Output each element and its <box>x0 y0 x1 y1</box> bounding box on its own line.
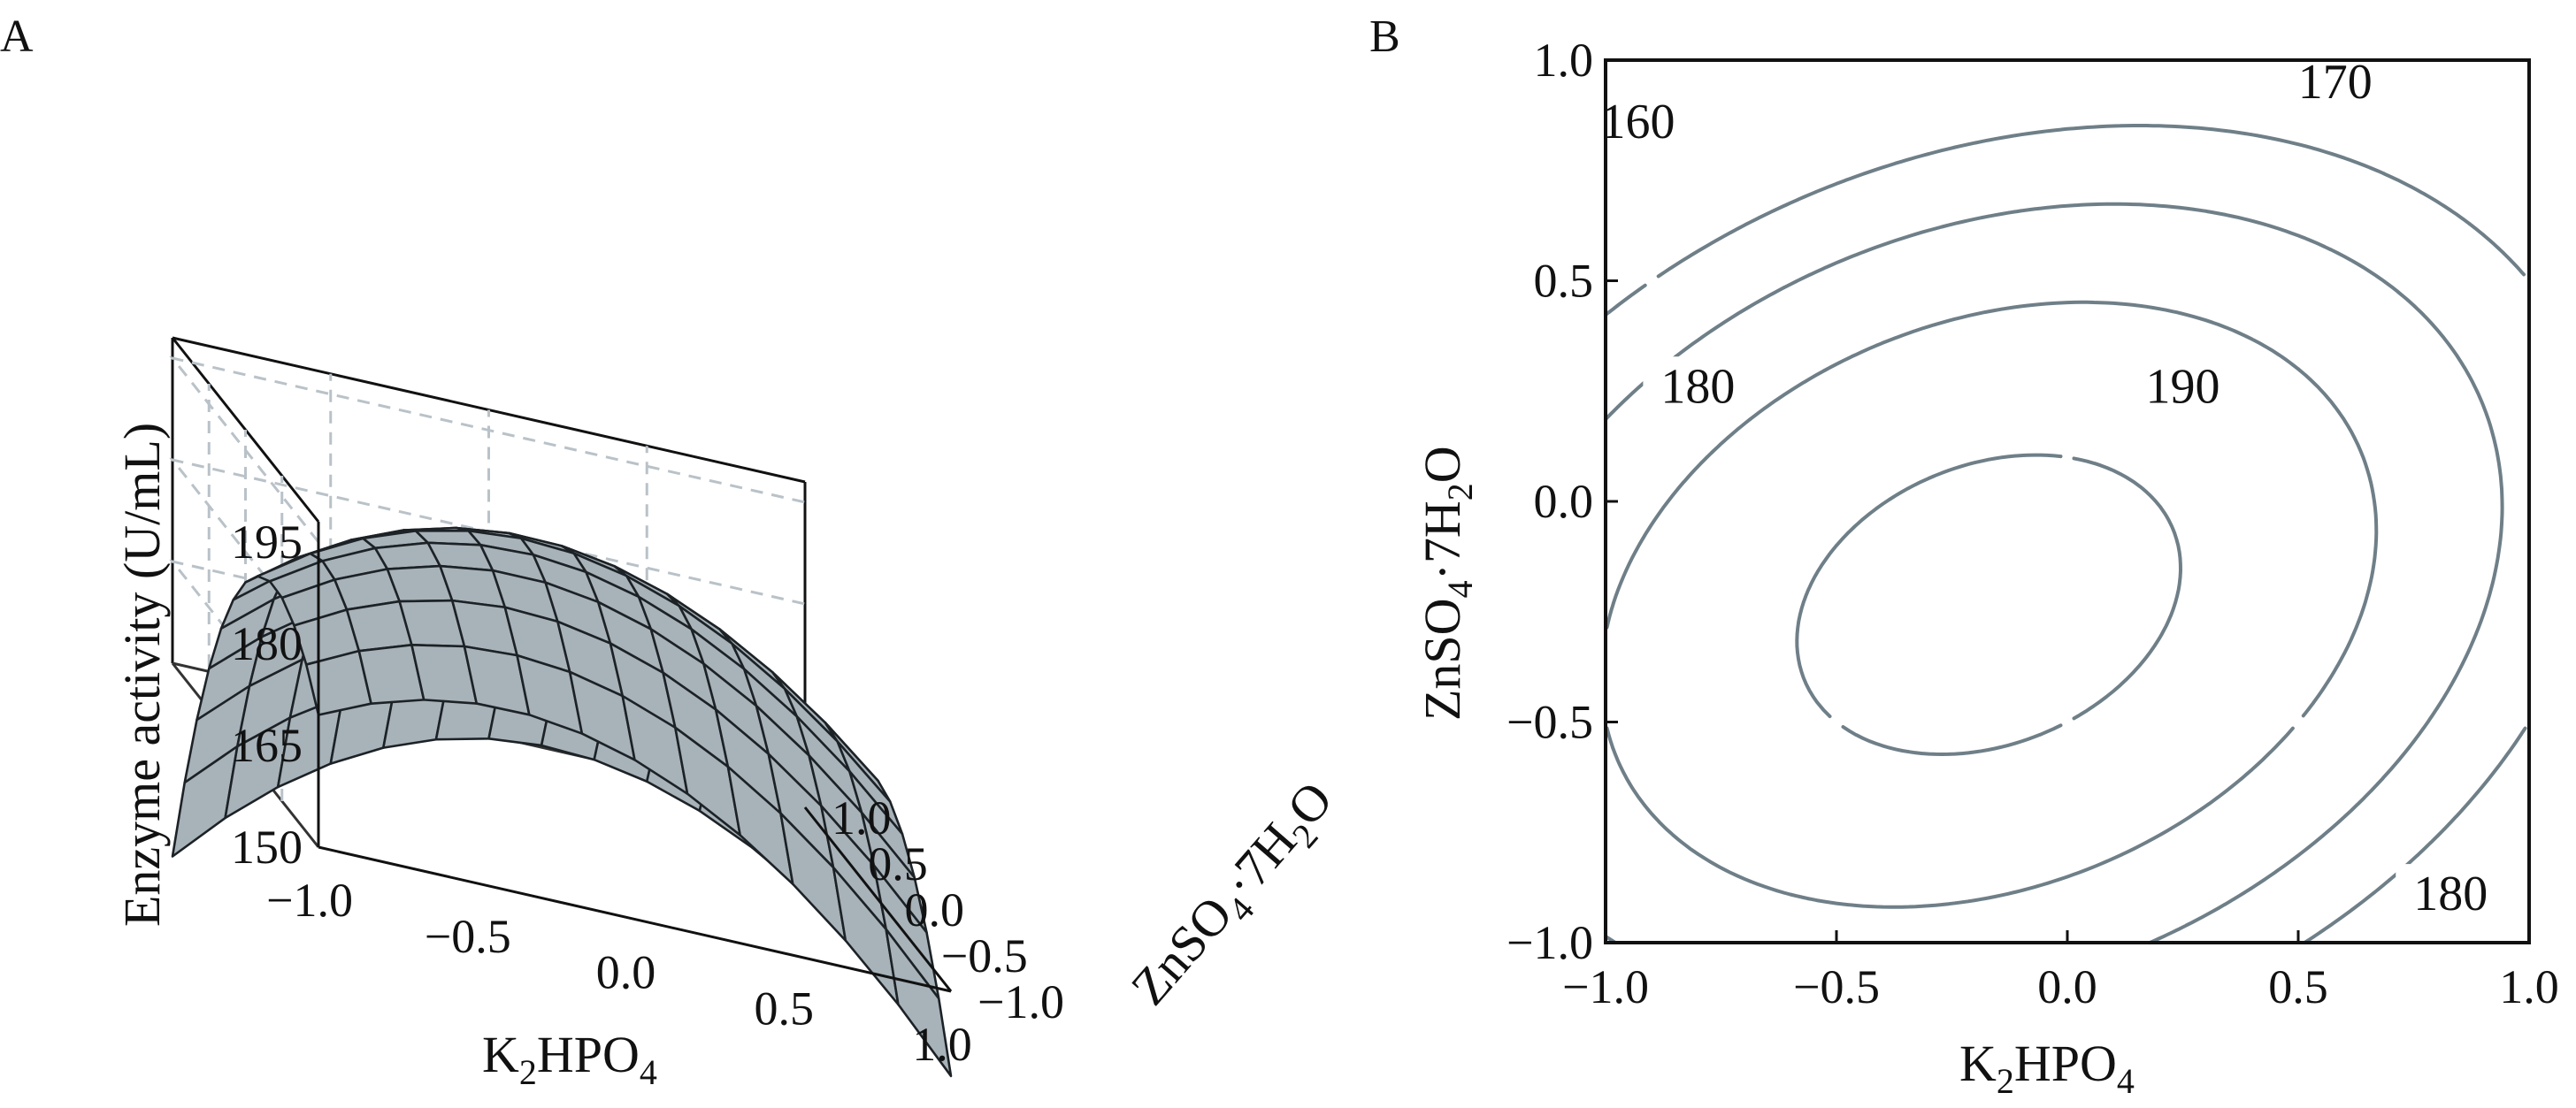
contour-label-bg <box>1583 91 1693 149</box>
contour-label-bg <box>2396 864 2506 921</box>
x-axis-label-a: K2HPO4 <box>482 1026 657 1092</box>
contour-line-160 <box>1604 124 2527 944</box>
contour-line-190 <box>1795 453 2182 756</box>
contour-label: 170 <box>2298 55 2373 110</box>
y-tick-label: −1.0 <box>978 975 1064 1028</box>
wall-gridline <box>169 457 806 645</box>
y-tick-label: −1.0 <box>1506 916 1593 969</box>
contour-label: 180 <box>2413 867 2488 921</box>
contour-label: 180 <box>1660 359 1735 414</box>
y-tick-label: 0.0 <box>1534 475 1594 528</box>
z-tick-label: 165 <box>231 719 303 772</box>
x-tick-label: −1.0 <box>266 874 353 927</box>
contour-plot-frame <box>1604 58 2531 944</box>
contour-label-bg <box>1643 356 1753 414</box>
y-tick-label: 1.0 <box>1534 34 1594 87</box>
y-axis-label-b: ZnSO4·7H2O <box>1414 446 1480 721</box>
panel-a-surface-plot: A 195180165150−1.0−0.50.00.51.0−1.0−0.50… <box>0 11 1350 1092</box>
y-tick-label: 0.5 <box>868 837 928 890</box>
y-tick-label: −0.5 <box>1506 696 1593 749</box>
x-tick-label: −0.5 <box>1793 960 1880 1013</box>
response-surface <box>171 526 953 1078</box>
z-tick-label: 180 <box>231 617 303 670</box>
x-axis-label-b: K2HPO4 <box>1959 1035 2135 1101</box>
x-tick-label: 1.0 <box>2499 960 2559 1013</box>
y-tick-label: 1.0 <box>832 791 892 844</box>
z-tick-label: 195 <box>231 516 303 569</box>
x-tick-label: 1.0 <box>912 1018 972 1071</box>
axis-ticks-a: 195180165150−1.0−0.50.00.51.0−1.0−0.50.0… <box>231 516 1064 1071</box>
x-tick-label: −1.0 <box>1562 960 1649 1013</box>
contour-label-bg <box>2128 356 2238 414</box>
contour-label: 160 <box>1601 95 1675 149</box>
y-tick-label: −0.5 <box>941 929 1028 982</box>
z-axis-label: Enzyme activity (U/mL) <box>113 423 171 927</box>
contour-labels: 160 170 180 190 180 <box>1583 51 2506 921</box>
plot-box-front <box>317 522 953 993</box>
axis-ticks-b: −1.0−1.0 −0.5 −0.5 0.0 0.0 0.5 0.5 1.0 1.0 <box>1506 34 2559 1013</box>
y-tick-label: 0.0 <box>905 883 965 936</box>
contour-line-170 <box>1604 202 2504 944</box>
y-tick-label: 0.5 <box>1534 255 1594 308</box>
box-edge-floor-right <box>803 806 953 992</box>
z-tick-label: 150 <box>231 821 303 874</box>
contour-label: 190 <box>2146 359 2220 414</box>
panel-a-label: A <box>0 11 34 62</box>
x-tick-label: −0.5 <box>425 910 511 963</box>
x-tick-label: 0.5 <box>2268 960 2328 1013</box>
contour-line-180 <box>1605 300 2379 909</box>
panel-b-label: B <box>1369 11 1400 62</box>
x-tick-label: 0.0 <box>596 946 656 999</box>
wall-gridline <box>169 355 806 543</box>
x-tick-label: 0.5 <box>755 982 815 1035</box>
x-tick-label: 0.0 <box>2037 960 2097 1013</box>
contour-lines <box>1604 124 2527 944</box>
surface-facet <box>885 928 953 1078</box>
box-edge-floor-front <box>318 845 952 993</box>
y-axis-label-a: ZnSO4·7H2O <box>1120 770 1350 1021</box>
panel-b-contour-plot: B 160 170 180 190 180 −1.0−1.0 −0.5 −0.5 0.0 0.0… <box>1369 11 2559 1101</box>
